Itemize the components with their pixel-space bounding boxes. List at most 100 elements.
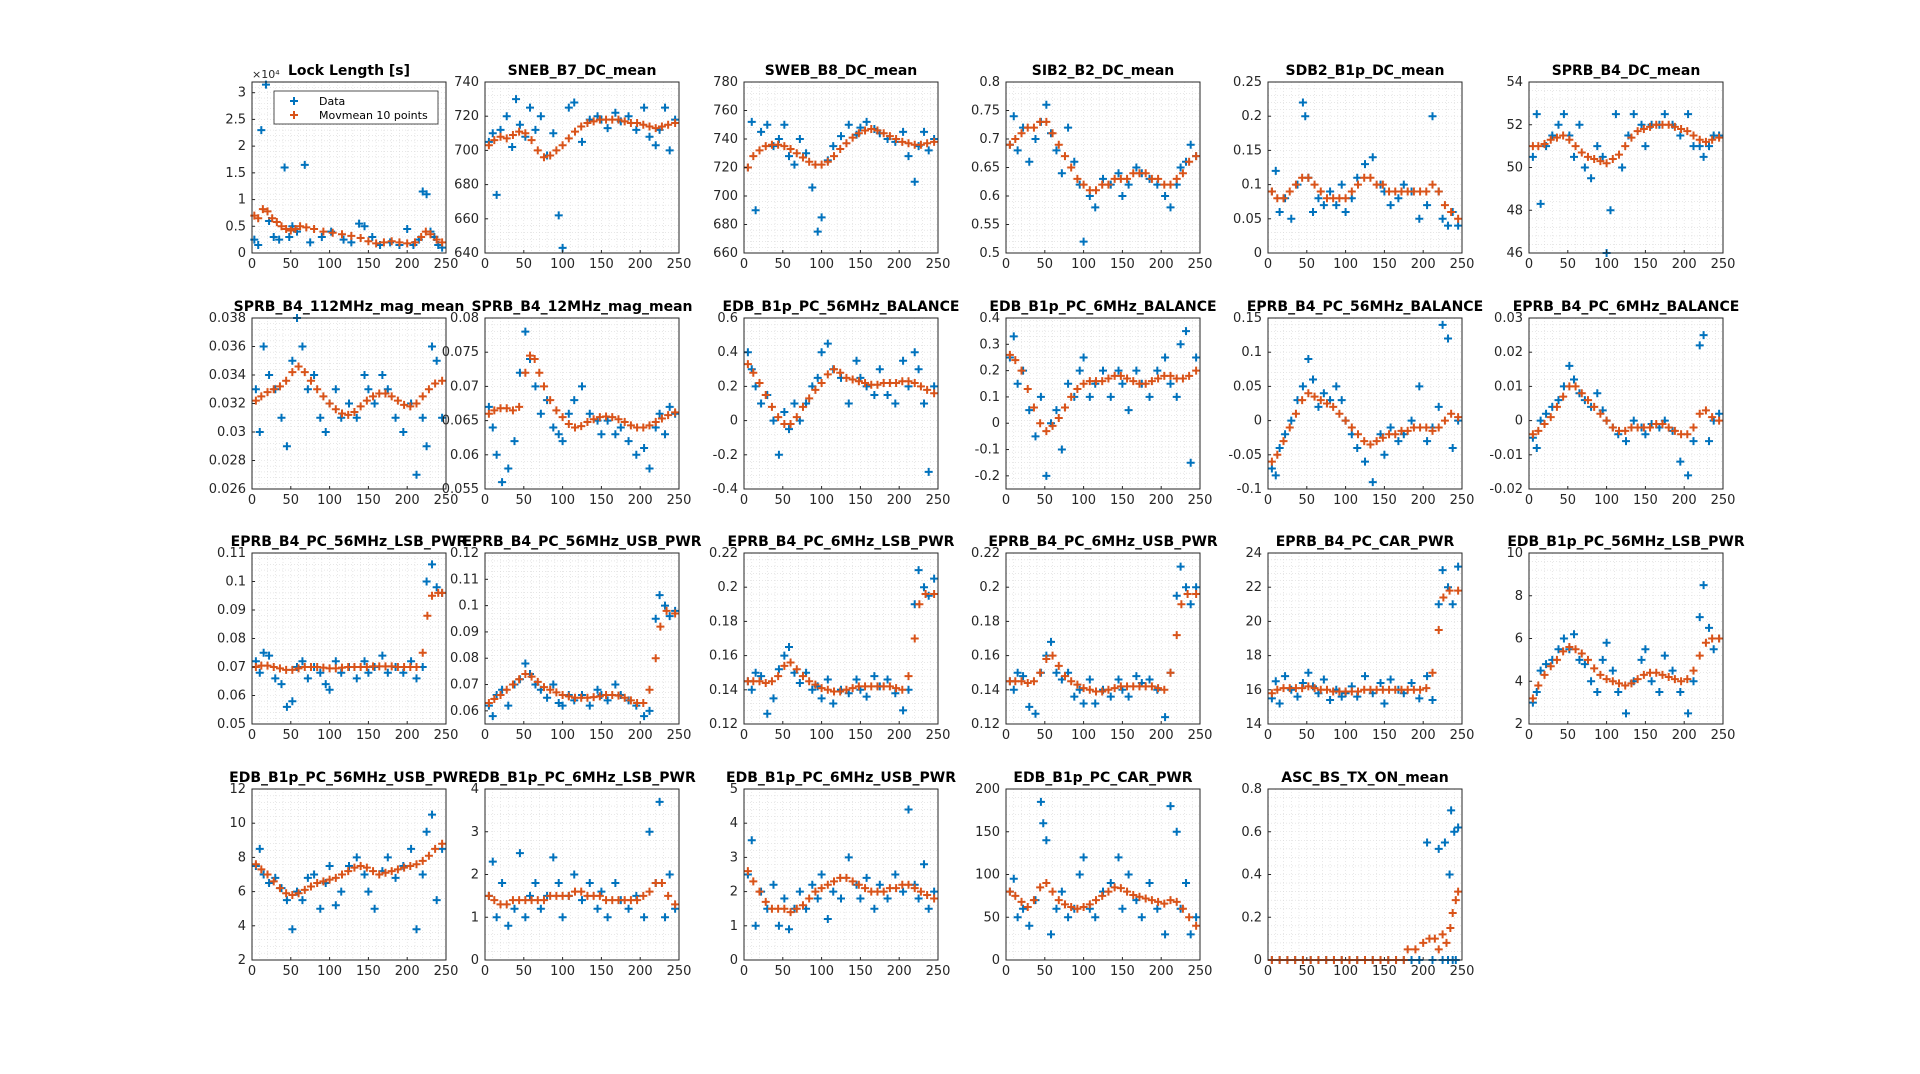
movmean-point [915, 600, 924, 609]
x-tick-label: 50 [1037, 728, 1054, 743]
movmean-point [923, 139, 932, 148]
x-tick-label: 200 [887, 728, 912, 743]
data-point [862, 873, 871, 882]
data-point [852, 356, 861, 365]
movmean-point [1098, 891, 1107, 900]
data-point [1132, 163, 1141, 172]
data-point [391, 413, 400, 422]
movmean-point [1147, 377, 1156, 386]
y-tick-label: 0.4 [979, 311, 1000, 326]
data-point [554, 430, 563, 439]
x-tick-label: 200 [1149, 257, 1174, 272]
data-point [1013, 913, 1022, 922]
y-tick-label: 0 [992, 416, 1000, 431]
data-point [808, 685, 817, 694]
y-tick-label: 0 [992, 953, 1000, 968]
data-point [1031, 432, 1040, 441]
movmean-point [564, 891, 573, 900]
y-tick-label: 0.1 [225, 575, 246, 590]
y-tick-label: 1 [471, 910, 479, 925]
movmean-point [1183, 590, 1192, 599]
movmean-point [1546, 135, 1555, 144]
data-point [774, 665, 783, 674]
x-tick-label: 50 [1560, 493, 1577, 508]
data-point [1606, 206, 1615, 215]
movmean-point [1701, 638, 1710, 647]
movmean-point [798, 901, 807, 910]
y-tick-label: 680 [454, 178, 479, 193]
data-point [1386, 675, 1395, 684]
x-tick-label: 200 [395, 493, 420, 508]
movmean-point [428, 591, 437, 600]
plot-frame [251, 788, 447, 961]
data-point [904, 152, 913, 161]
data-point [1326, 696, 1335, 705]
movmean-point [1092, 896, 1101, 905]
x-tick-label: 200 [395, 728, 420, 743]
data-point [1689, 437, 1698, 446]
movmean-point [418, 856, 427, 865]
data-point [378, 371, 387, 379]
subplot-21: 0 50 100 150 200 250 0 1 2 3 4 5EDB_B1p_PC_6MHz_USB… [726, 770, 956, 979]
x-tick-label: 250 [434, 257, 459, 272]
x-tick-label: 50 [516, 493, 533, 508]
data-point [1587, 677, 1596, 686]
plot-area [485, 82, 679, 253]
subplot-1: 0 50 100 150 200 250 0 0.5 1 1.5 2 2.5 3 ×10⁴ Lock Len… [225, 63, 458, 272]
data-point [1287, 214, 1296, 223]
data-point [1085, 392, 1094, 401]
subplot-6: 0 50 100 150 200 250 46 48 50 52 54 SPRB_B4_DC_mean [1506, 63, 1735, 272]
y-tick-label: 0.2 [717, 580, 738, 595]
subplot-20: 0 50 100 150 200 250 0 1 2 3 4EDB_B1p_PC_6MHz_LSB_… [468, 770, 696, 979]
series-movmean [1267, 173, 1463, 223]
data-point [645, 827, 654, 836]
data-point [1118, 904, 1127, 913]
data-point [418, 870, 427, 879]
data-point [1660, 651, 1669, 660]
data-point [1182, 327, 1191, 336]
data-point [1660, 110, 1669, 119]
data-point [844, 399, 853, 408]
data-point [1079, 237, 1088, 246]
subplot-title: EPRB_B4_PC_6MHz_BALANCE [1513, 299, 1740, 315]
data-point [1428, 112, 1437, 121]
movmean-point [755, 887, 764, 896]
movmean-point [269, 877, 278, 886]
movmean-point [432, 235, 441, 244]
x-tick-label: 150 [589, 728, 614, 743]
subplot-title: EDB_B1p_PC_6MHz_LSB_PWR [468, 770, 696, 786]
y-tick-label: 0.034 [209, 368, 246, 383]
movmean-point [811, 680, 820, 689]
movmean-point [774, 140, 783, 149]
plot-area [1006, 553, 1200, 724]
movmean-point [1079, 684, 1088, 693]
movmean-point [1172, 174, 1181, 183]
data-point [1593, 687, 1602, 696]
data-point [1070, 692, 1079, 701]
movmean-point [854, 129, 863, 138]
data-point [1124, 180, 1133, 189]
y-tick-label: 0.06 [217, 689, 246, 704]
data-point [1042, 100, 1051, 109]
movmean-point [1029, 403, 1038, 412]
data-point [817, 694, 826, 703]
series-movmean [1528, 382, 1724, 439]
y-tick-label: 0.08 [450, 311, 479, 326]
movmean-point [633, 119, 642, 128]
series-movmean [743, 360, 939, 429]
movmean-point [1023, 385, 1032, 394]
movmean-point [1042, 427, 1051, 436]
movmean-point [1621, 426, 1630, 435]
movmean-point [671, 609, 680, 618]
movmean-point [1715, 634, 1724, 643]
data-point [603, 913, 612, 922]
y-tick-label: 22 [1245, 580, 1262, 595]
movmean-point [1454, 586, 1463, 595]
movmean-point [328, 228, 337, 237]
subplot-13: 0 50 100 150 200 250 0.05 0.06 0.07 0.08 0.09 0.1 0.… [217, 534, 467, 743]
data-point [661, 430, 670, 439]
subplot-title: EDB_B1p_PC_6MHz_USB_PWR [726, 770, 956, 786]
movmean-point [1715, 133, 1724, 142]
movmean-point [277, 222, 286, 231]
data-point [504, 921, 513, 930]
